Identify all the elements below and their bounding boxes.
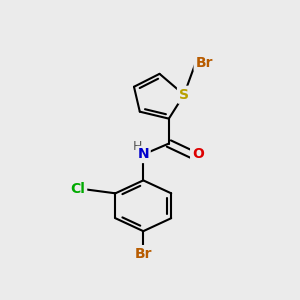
Text: Cl: Cl (70, 182, 85, 196)
Text: Br: Br (134, 247, 152, 261)
Text: Br: Br (196, 56, 213, 70)
Text: N: N (137, 148, 149, 161)
Text: H: H (133, 140, 142, 153)
Text: O: O (192, 148, 204, 161)
Text: S: S (179, 88, 189, 102)
